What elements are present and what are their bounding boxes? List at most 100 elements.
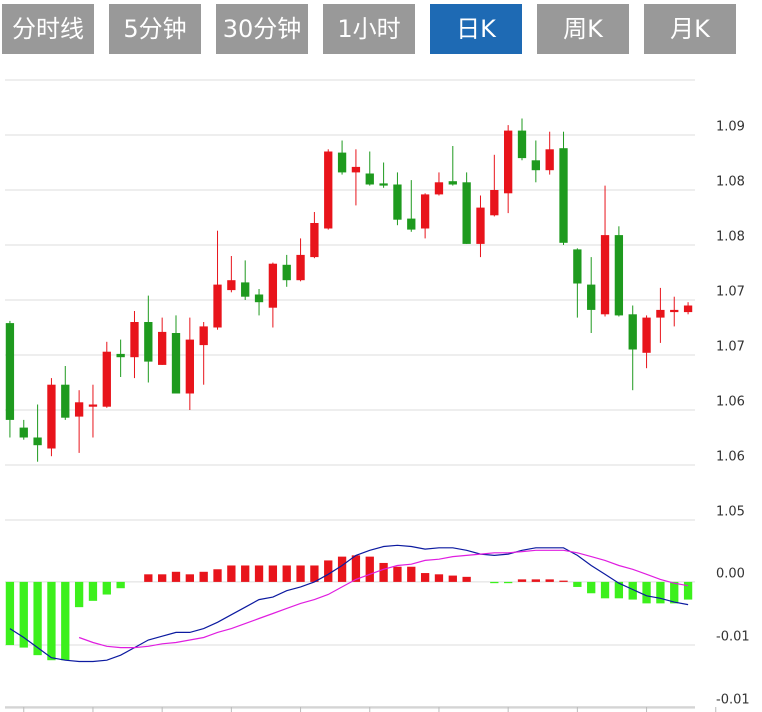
candle-body (241, 282, 250, 297)
y-tick-label: 1.08 (716, 230, 745, 245)
candle-body (74, 402, 84, 417)
y-tick-label: 1.05 (716, 505, 745, 520)
candle-body (268, 263, 278, 308)
macd-bar (351, 555, 361, 582)
macd-bar (324, 560, 333, 582)
period-tab[interactable]: 5分钟 (109, 4, 201, 54)
macd-bar (504, 581, 513, 584)
macd-bar (531, 579, 540, 582)
macd-bar (420, 573, 430, 582)
candle-body (213, 284, 222, 328)
period-tab[interactable]: 月K (644, 4, 736, 54)
candle-body (448, 181, 457, 185)
period-tab[interactable]: 1小时 (323, 4, 415, 54)
macd-bar (61, 581, 70, 661)
macd-bar (434, 574, 444, 582)
candle-body (61, 384, 70, 418)
candle-body (88, 404, 98, 407)
candle-body (587, 284, 596, 310)
tab-bar: 分时线 5分钟 30分钟 1小时 日K 周K 月K (0, 0, 762, 60)
macd-bar (393, 566, 402, 582)
candle-body (407, 218, 416, 230)
macd-bar (227, 565, 236, 582)
candle-body (158, 331, 167, 365)
y-tick-label: 0.00 (716, 566, 745, 581)
macd-bar (683, 581, 693, 600)
candle-body (656, 309, 665, 318)
candle-body (490, 190, 499, 216)
macd-bar (462, 576, 471, 582)
macd-bar (573, 581, 582, 587)
macd-bar (102, 581, 111, 595)
macd-bar (600, 581, 610, 599)
candle-body (171, 333, 181, 394)
macd-bar (517, 579, 527, 582)
candle-body (130, 322, 139, 358)
y-tick-label: -0.01 (716, 630, 750, 645)
candle-body (282, 264, 291, 281)
macd-bar (628, 581, 637, 600)
y-tick-label: -0.01 (716, 693, 750, 708)
candle-body (462, 182, 471, 244)
macd-bar (642, 581, 651, 604)
macd-bar (490, 581, 499, 584)
macd-bar (448, 575, 457, 582)
macd-bar (33, 581, 42, 656)
candle-body (337, 152, 347, 173)
candle-body (365, 173, 374, 185)
candle-body (33, 437, 42, 446)
candle-body (227, 280, 236, 291)
candle-body (545, 149, 554, 171)
candle-body (185, 339, 194, 394)
period-tab[interactable]: 日K (430, 4, 522, 54)
candle-body (324, 151, 333, 229)
candle-body (5, 323, 15, 420)
candle-body (434, 182, 444, 195)
macd-bar (545, 579, 554, 582)
period-tab[interactable]: 30分钟 (216, 4, 308, 54)
candle-body (573, 249, 582, 284)
macd-bar (282, 565, 291, 582)
y-tick-label: 1.09 (716, 120, 745, 135)
candle-body (420, 194, 430, 229)
macd-line (9, 544, 689, 663)
macd-bar (74, 581, 84, 608)
y-tick-label: 1.07 (716, 285, 745, 300)
candle-body (310, 223, 319, 258)
candle-body (102, 351, 111, 407)
candle-body (379, 183, 388, 186)
macd-bar (656, 581, 665, 604)
macd-bar (241, 565, 250, 582)
candle-body (517, 130, 527, 159)
macd-bar (268, 565, 278, 582)
macd-bar (19, 581, 28, 648)
candle-body (351, 166, 361, 173)
macd-bar (254, 565, 264, 582)
candle-body (559, 148, 568, 243)
macd-bar (47, 581, 56, 661)
macd-bar (559, 580, 568, 582)
candle-body (116, 353, 125, 358)
candle-body (254, 294, 264, 303)
candle-body (393, 184, 402, 220)
y-tick-label: 1.07 (716, 340, 745, 355)
period-tab[interactable]: 周K (537, 4, 629, 54)
macd-bar (310, 565, 319, 582)
candle-body (199, 326, 208, 346)
macd-bar (296, 565, 305, 582)
macd-bar (379, 562, 388, 582)
candle-body (296, 254, 305, 281)
candle-body (47, 384, 56, 449)
y-tick-label: 1.06 (716, 450, 745, 465)
macd-bar (171, 571, 181, 582)
period-tab[interactable]: 分时线 (2, 4, 94, 54)
macd-bar (614, 581, 624, 599)
candle-body (670, 309, 679, 313)
candle-body (144, 322, 153, 362)
candle-body (642, 317, 651, 353)
y-tick-label: 1.06 (716, 395, 745, 410)
macd-bar (185, 574, 194, 582)
candle-body (683, 305, 693, 313)
macd-bar (587, 581, 596, 594)
